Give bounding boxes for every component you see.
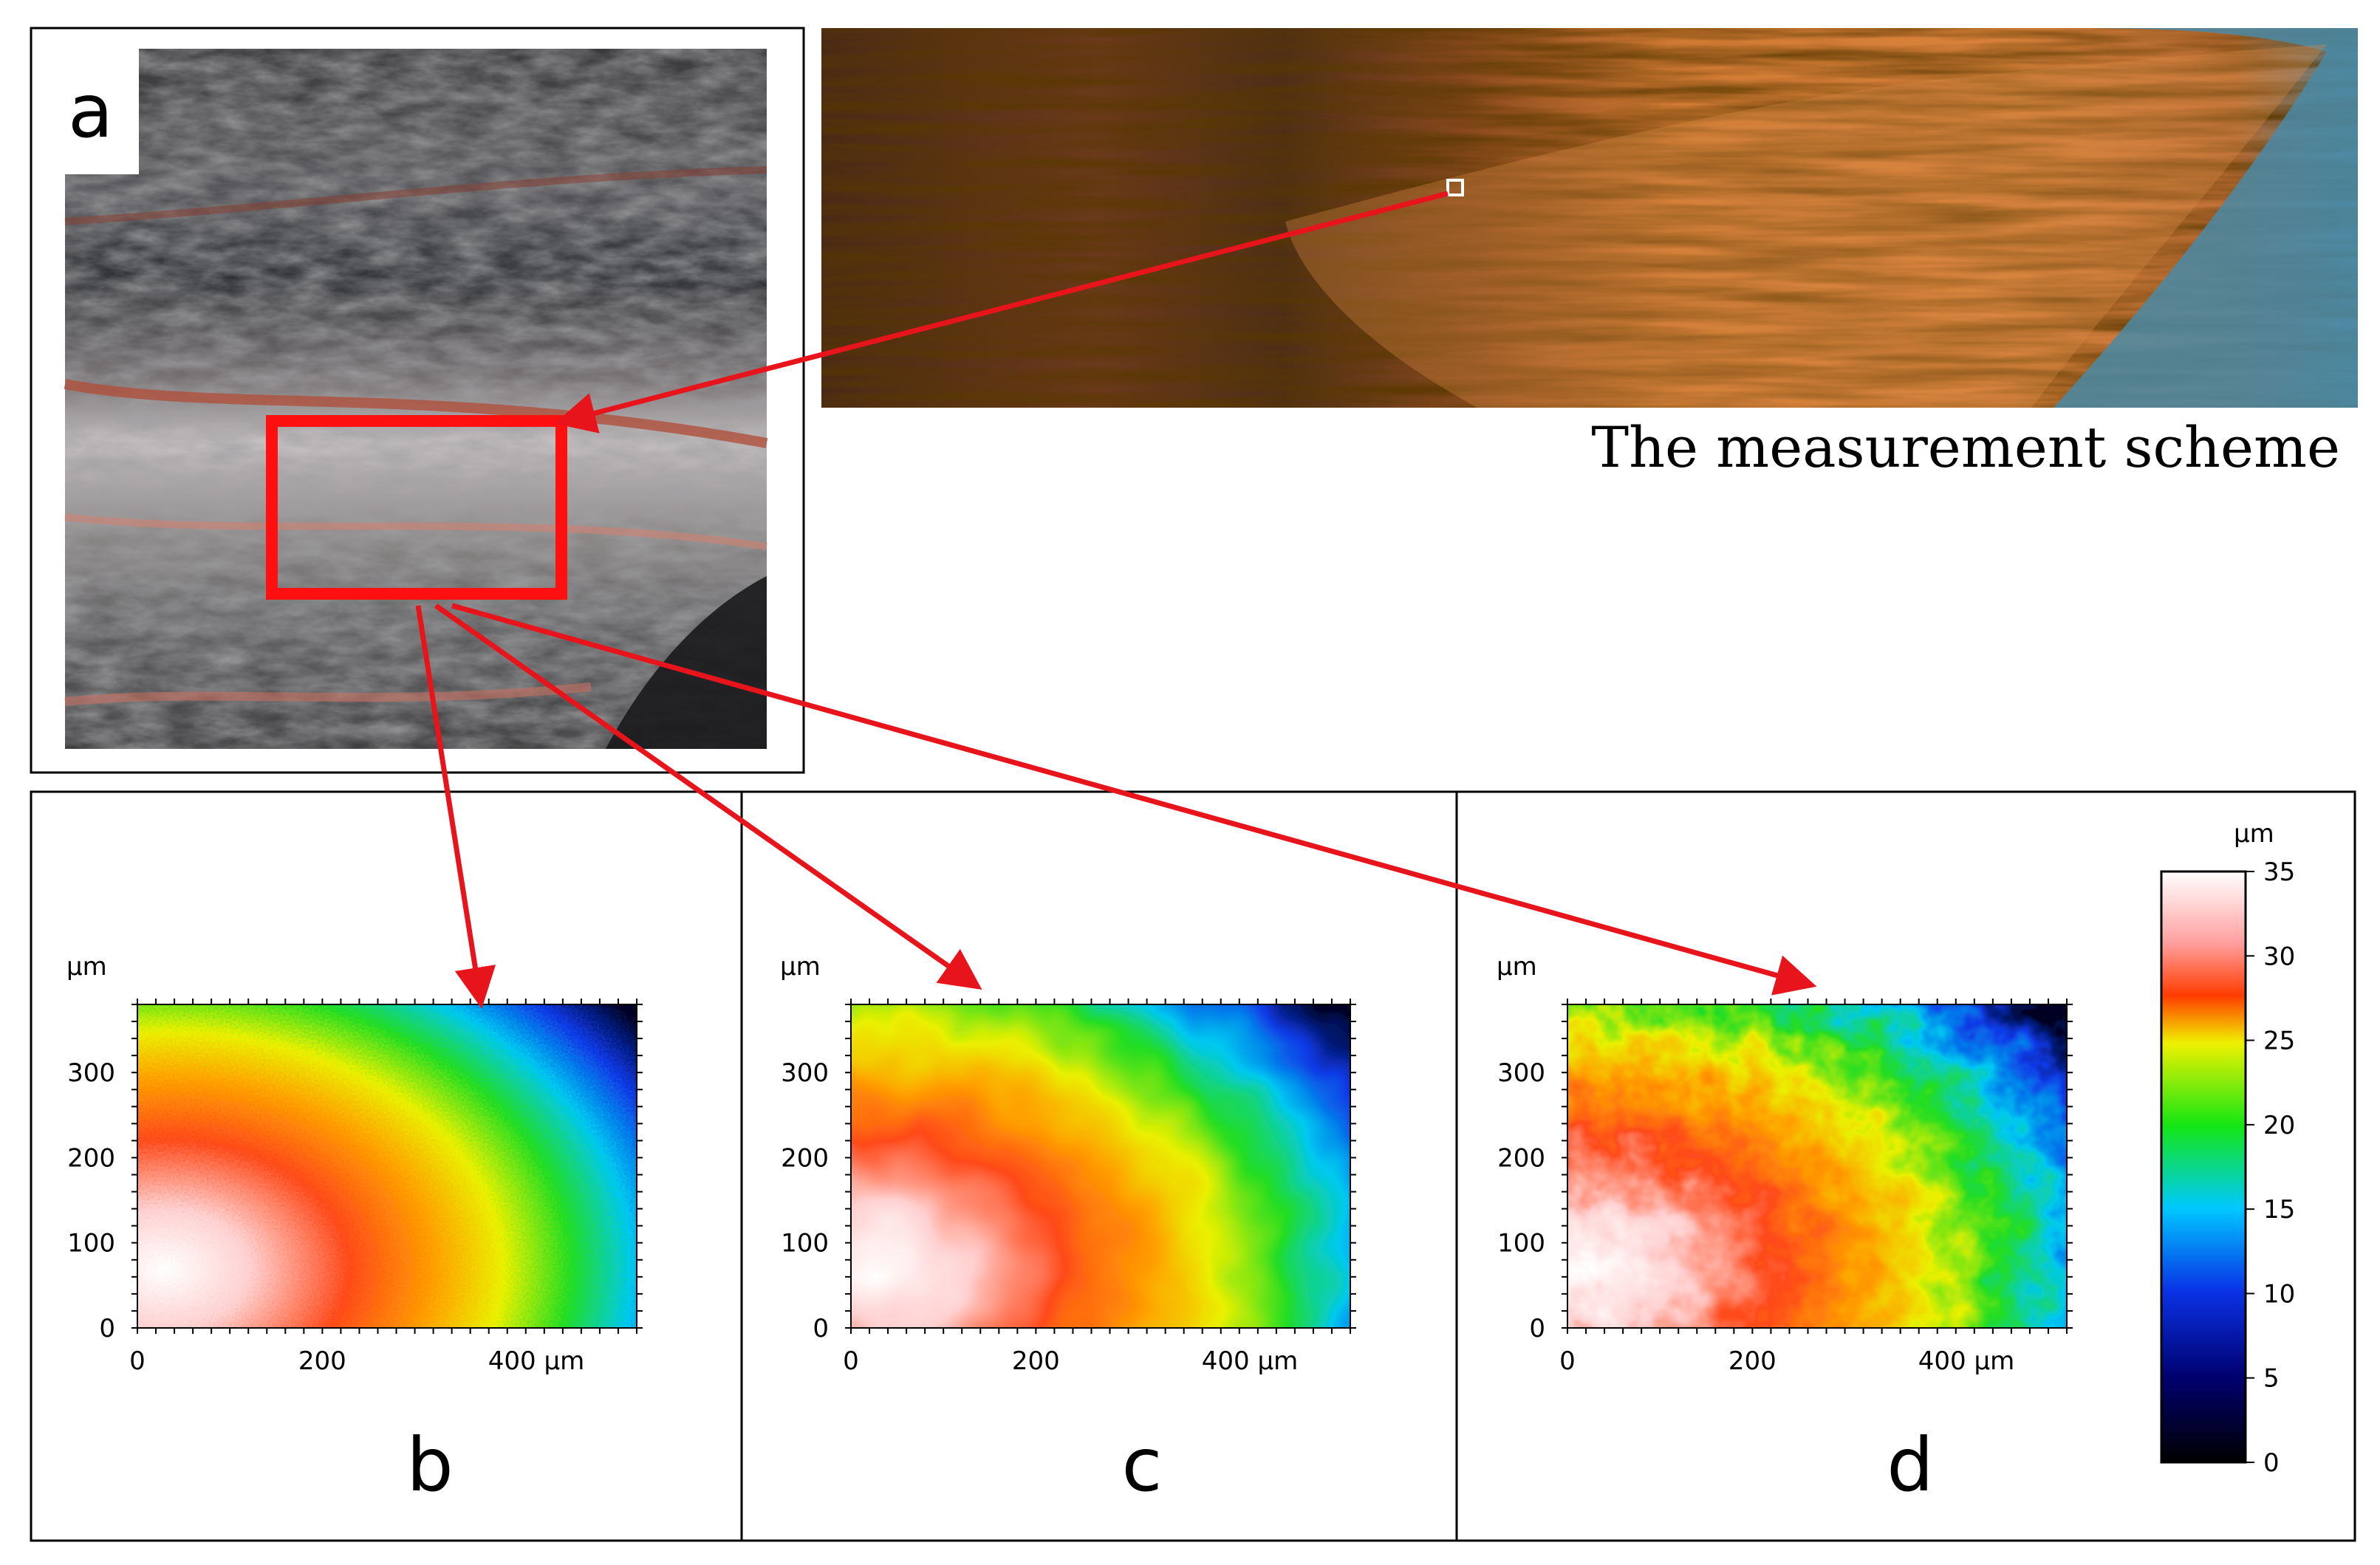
measurement-point-marker: [1446, 179, 1464, 196]
y-tick-label: 200: [67, 1143, 115, 1173]
panel-label-b: b: [406, 1422, 453, 1508]
heatmap-field-c: [851, 1004, 1350, 1328]
plot-frame-c: [850, 1004, 1351, 1329]
x-tick-label: 0: [129, 1346, 146, 1376]
plot-frame-b: [137, 1004, 637, 1329]
y-tick-label: 300: [1497, 1058, 1545, 1088]
wood-section-photo: [821, 28, 2358, 408]
colorbar-tick-label: 15: [2263, 1195, 2295, 1225]
heatmap-panel-d: 0 200 400 µm 0 100 200 300 µm: [1497, 952, 2073, 1376]
arrow-a-to-c: [434, 603, 982, 990]
heatmap-panel-c: 0 200 400 µm 0 100 200 300 µm: [780, 952, 1356, 1376]
heatmap-field-d: [1567, 1004, 2067, 1328]
x-tick-label: 200: [1012, 1346, 1060, 1376]
y-tick-label: 100: [67, 1229, 115, 1258]
x-tick-label: 400 µm: [1918, 1346, 2014, 1376]
microscope-photo: [64, 49, 768, 749]
x-tick-label: 200: [1728, 1346, 1777, 1376]
colorbar: µm 0 5 10 15 20 25 30 35: [2160, 819, 2295, 1478]
y-tick-label: 300: [781, 1058, 829, 1088]
x-tick-label: 0: [1559, 1346, 1576, 1376]
panel-a-frame: [30, 27, 805, 774]
panel-d-frame: [1455, 790, 2356, 1542]
y-tick-label: 0: [99, 1314, 115, 1343]
region-highlight-box: [266, 415, 567, 600]
heatmap-panel-b: 0 200 400 µm 0 100 200 300 µm: [66, 952, 643, 1376]
heatmap-field-b: [137, 1004, 637, 1328]
panel-label-d: d: [1887, 1422, 1933, 1508]
plot-frame-d: [1567, 1004, 2068, 1329]
y-tick-label: 100: [781, 1229, 829, 1258]
arrows: [415, 191, 1817, 1009]
arrow-scheme-to-a: [554, 191, 1449, 434]
colorbar-tick-label: 5: [2263, 1364, 2280, 1394]
colorbar-tick-label: 35: [2263, 857, 2295, 887]
colorbar-gradient: [2160, 870, 2247, 1464]
scheme-title: The measurement scheme: [1591, 414, 2340, 480]
colorbar-tick-label: 30: [2263, 942, 2295, 971]
colorbar-tick-label: 20: [2263, 1111, 2295, 1140]
y-unit-label: µm: [1497, 952, 1537, 982]
arrow-a-to-d: [451, 603, 1817, 996]
y-tick-label: 300: [67, 1058, 115, 1088]
arrow-a-to-b: [415, 605, 496, 1009]
x-tick-label: 200: [298, 1346, 346, 1376]
x-tick-label: 0: [843, 1346, 859, 1376]
x-tick-label: 400 µm: [488, 1346, 584, 1376]
y-tick-label: 0: [1529, 1314, 1545, 1343]
colorbar-tick-label: 25: [2263, 1027, 2295, 1056]
x-tick-label: 400 µm: [1202, 1346, 1298, 1376]
y-unit-label: µm: [66, 952, 107, 982]
y-tick-label: 200: [781, 1143, 829, 1173]
colorbar-tick-label: 0: [2263, 1448, 2280, 1478]
y-tick-label: 100: [1497, 1229, 1545, 1258]
y-unit-label: µm: [780, 952, 821, 982]
panel-label-c: c: [1122, 1422, 1163, 1508]
y-tick-label: 200: [1497, 1143, 1545, 1173]
colorbar-unit: µm: [2234, 819, 2274, 849]
colorbar-tick-label: 10: [2263, 1279, 2295, 1309]
panel-label-a: a: [68, 68, 113, 154]
y-tick-label: 0: [813, 1314, 829, 1343]
